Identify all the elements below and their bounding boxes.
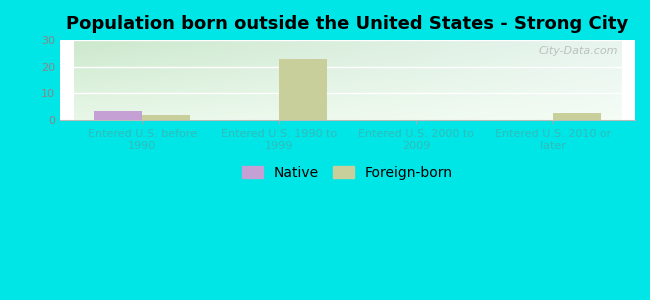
Bar [142, 115, 190, 120]
Title: Population born outside the United States - Strong City: Population born outside the United State… [66, 15, 629, 33]
Text: City-Data.com: City-Data.com [538, 46, 617, 56]
Bar [279, 59, 327, 120]
Bar [94, 111, 142, 120]
Bar [553, 113, 601, 120]
Legend: Native, Foreign-born: Native, Foreign-born [237, 160, 458, 185]
